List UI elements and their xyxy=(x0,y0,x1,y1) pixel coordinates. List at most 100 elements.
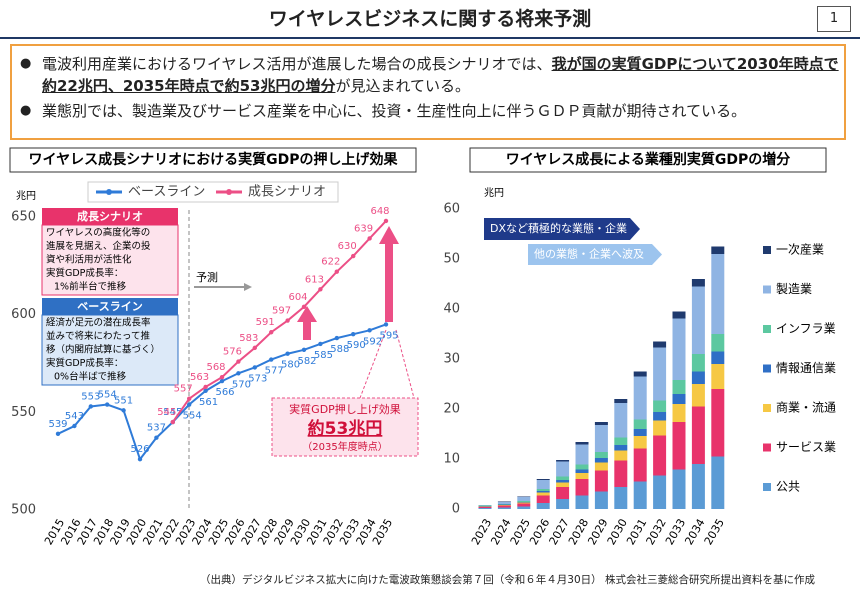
point xyxy=(187,402,192,407)
bar-segment xyxy=(536,495,550,503)
bar-segment xyxy=(594,491,608,509)
bar-segment xyxy=(594,470,608,492)
bar-segment xyxy=(672,318,686,380)
callout-note: （2035年度時点） xyxy=(302,440,387,453)
note-line: 資や利活用が活性化 xyxy=(46,254,132,266)
bar-segment xyxy=(614,460,628,487)
callout-title: 実質GDP押し上げ効果 xyxy=(289,402,401,416)
bar-segment xyxy=(497,502,511,504)
data-label: 573 xyxy=(248,373,267,384)
bar-segment xyxy=(497,507,511,509)
bar-segment xyxy=(633,436,647,449)
bar-segment xyxy=(497,505,511,506)
data-label: 597 xyxy=(272,306,291,317)
data-label: 554 xyxy=(183,411,202,422)
point xyxy=(367,328,372,333)
legend-swatch xyxy=(763,285,771,294)
point xyxy=(72,423,77,429)
data-label: 551 xyxy=(114,395,133,406)
data-label: 568 xyxy=(206,362,225,373)
growth-arrow xyxy=(379,226,399,322)
bar-segment xyxy=(653,435,667,476)
legend-swatch xyxy=(763,364,771,373)
legend-swatch xyxy=(763,483,771,491)
bullet-text: 業態別では、製造業及びサービス産業を中心に、投資・生産性向上に伴うＧＤＰ貢献が期… xyxy=(42,102,747,120)
point xyxy=(383,218,389,224)
bar-segment xyxy=(517,496,531,497)
y-unit: 兆円 xyxy=(484,187,504,199)
point xyxy=(351,332,356,337)
callout-box xyxy=(271,397,419,457)
y-tick-label: 40 xyxy=(443,302,460,317)
bar-segment xyxy=(672,469,686,509)
y-tick-label: 30 xyxy=(443,352,460,367)
bar-segment xyxy=(497,505,511,508)
bar-segment xyxy=(711,246,725,254)
point xyxy=(236,359,241,364)
legend-marker xyxy=(106,189,112,195)
point xyxy=(383,322,389,327)
series-line xyxy=(171,220,387,423)
bar-segment xyxy=(653,400,667,412)
bar-segment xyxy=(711,254,725,334)
bar-segment xyxy=(691,384,705,407)
bar-segment xyxy=(633,481,647,509)
data-label: 563 xyxy=(190,372,209,383)
note-header xyxy=(42,208,178,225)
note-line: 経済が足元の潜在成長率 xyxy=(46,317,151,329)
legend-label: インフラ業 xyxy=(776,322,836,336)
bar-segment xyxy=(672,380,686,394)
data-label: 622 xyxy=(321,257,340,268)
legend-label: 製造業 xyxy=(776,282,812,296)
point xyxy=(285,318,290,323)
bar-segment xyxy=(556,480,570,483)
bullet: 電波利用産業におけるワイヤレス活用が進展した場合の成長シナリオでは、我が国の実質… xyxy=(12,53,844,97)
bar-segment xyxy=(633,371,647,377)
bar-segment xyxy=(517,506,531,509)
point xyxy=(269,357,274,362)
bar-segment xyxy=(691,286,705,354)
bar-segment xyxy=(478,507,492,508)
point xyxy=(334,269,339,274)
bar-segment xyxy=(478,506,492,507)
data-label: 588 xyxy=(330,344,349,355)
y-tick-label: 60 xyxy=(443,202,460,217)
bar-segment xyxy=(575,473,589,479)
bar-segment xyxy=(653,475,667,509)
point xyxy=(301,304,307,310)
bar-segment xyxy=(497,501,511,502)
bar-segment xyxy=(536,489,550,491)
note-title: ベースライン xyxy=(77,300,142,313)
bar-segment xyxy=(691,371,705,384)
y-tick-label: 650 xyxy=(11,210,36,225)
data-label: 585 xyxy=(314,350,333,361)
data-label: 537 xyxy=(147,423,166,434)
legend-swatch xyxy=(763,443,771,452)
data-label: 543 xyxy=(65,411,84,422)
legend-label: サービス業 xyxy=(776,440,836,454)
data-label: 526 xyxy=(130,444,149,455)
bar-segment xyxy=(478,505,492,506)
point xyxy=(285,351,290,356)
bullet-text: が見込まれている。 xyxy=(335,77,471,95)
data-label: 583 xyxy=(239,333,258,344)
bar-segment xyxy=(556,476,570,480)
source: （出典）デジタルビジネス拡大に向けた電波政策懇談会第７回（令和６年４月30日） … xyxy=(200,574,815,586)
point xyxy=(367,236,372,241)
point xyxy=(318,287,323,292)
annotation-arrow xyxy=(528,244,662,265)
bar-segment xyxy=(536,480,550,489)
note-line: 移（内閣府試算に基づく） xyxy=(46,344,160,356)
point xyxy=(269,330,274,335)
bar-segment xyxy=(575,479,589,496)
data-label: 613 xyxy=(305,274,324,285)
point xyxy=(170,419,175,425)
bar-segment xyxy=(672,394,686,404)
bar-segment xyxy=(653,412,667,421)
bullet-emphasis: 我が国の実質GDPについて2030年時点で約22兆円、2035年時点で約53兆円… xyxy=(42,55,839,95)
y-tick-label: 50 xyxy=(443,252,460,267)
growth-arrow xyxy=(297,306,317,340)
legend-label: 情報通信業 xyxy=(776,361,836,375)
legend-box xyxy=(87,181,339,203)
data-label: 639 xyxy=(354,223,373,234)
